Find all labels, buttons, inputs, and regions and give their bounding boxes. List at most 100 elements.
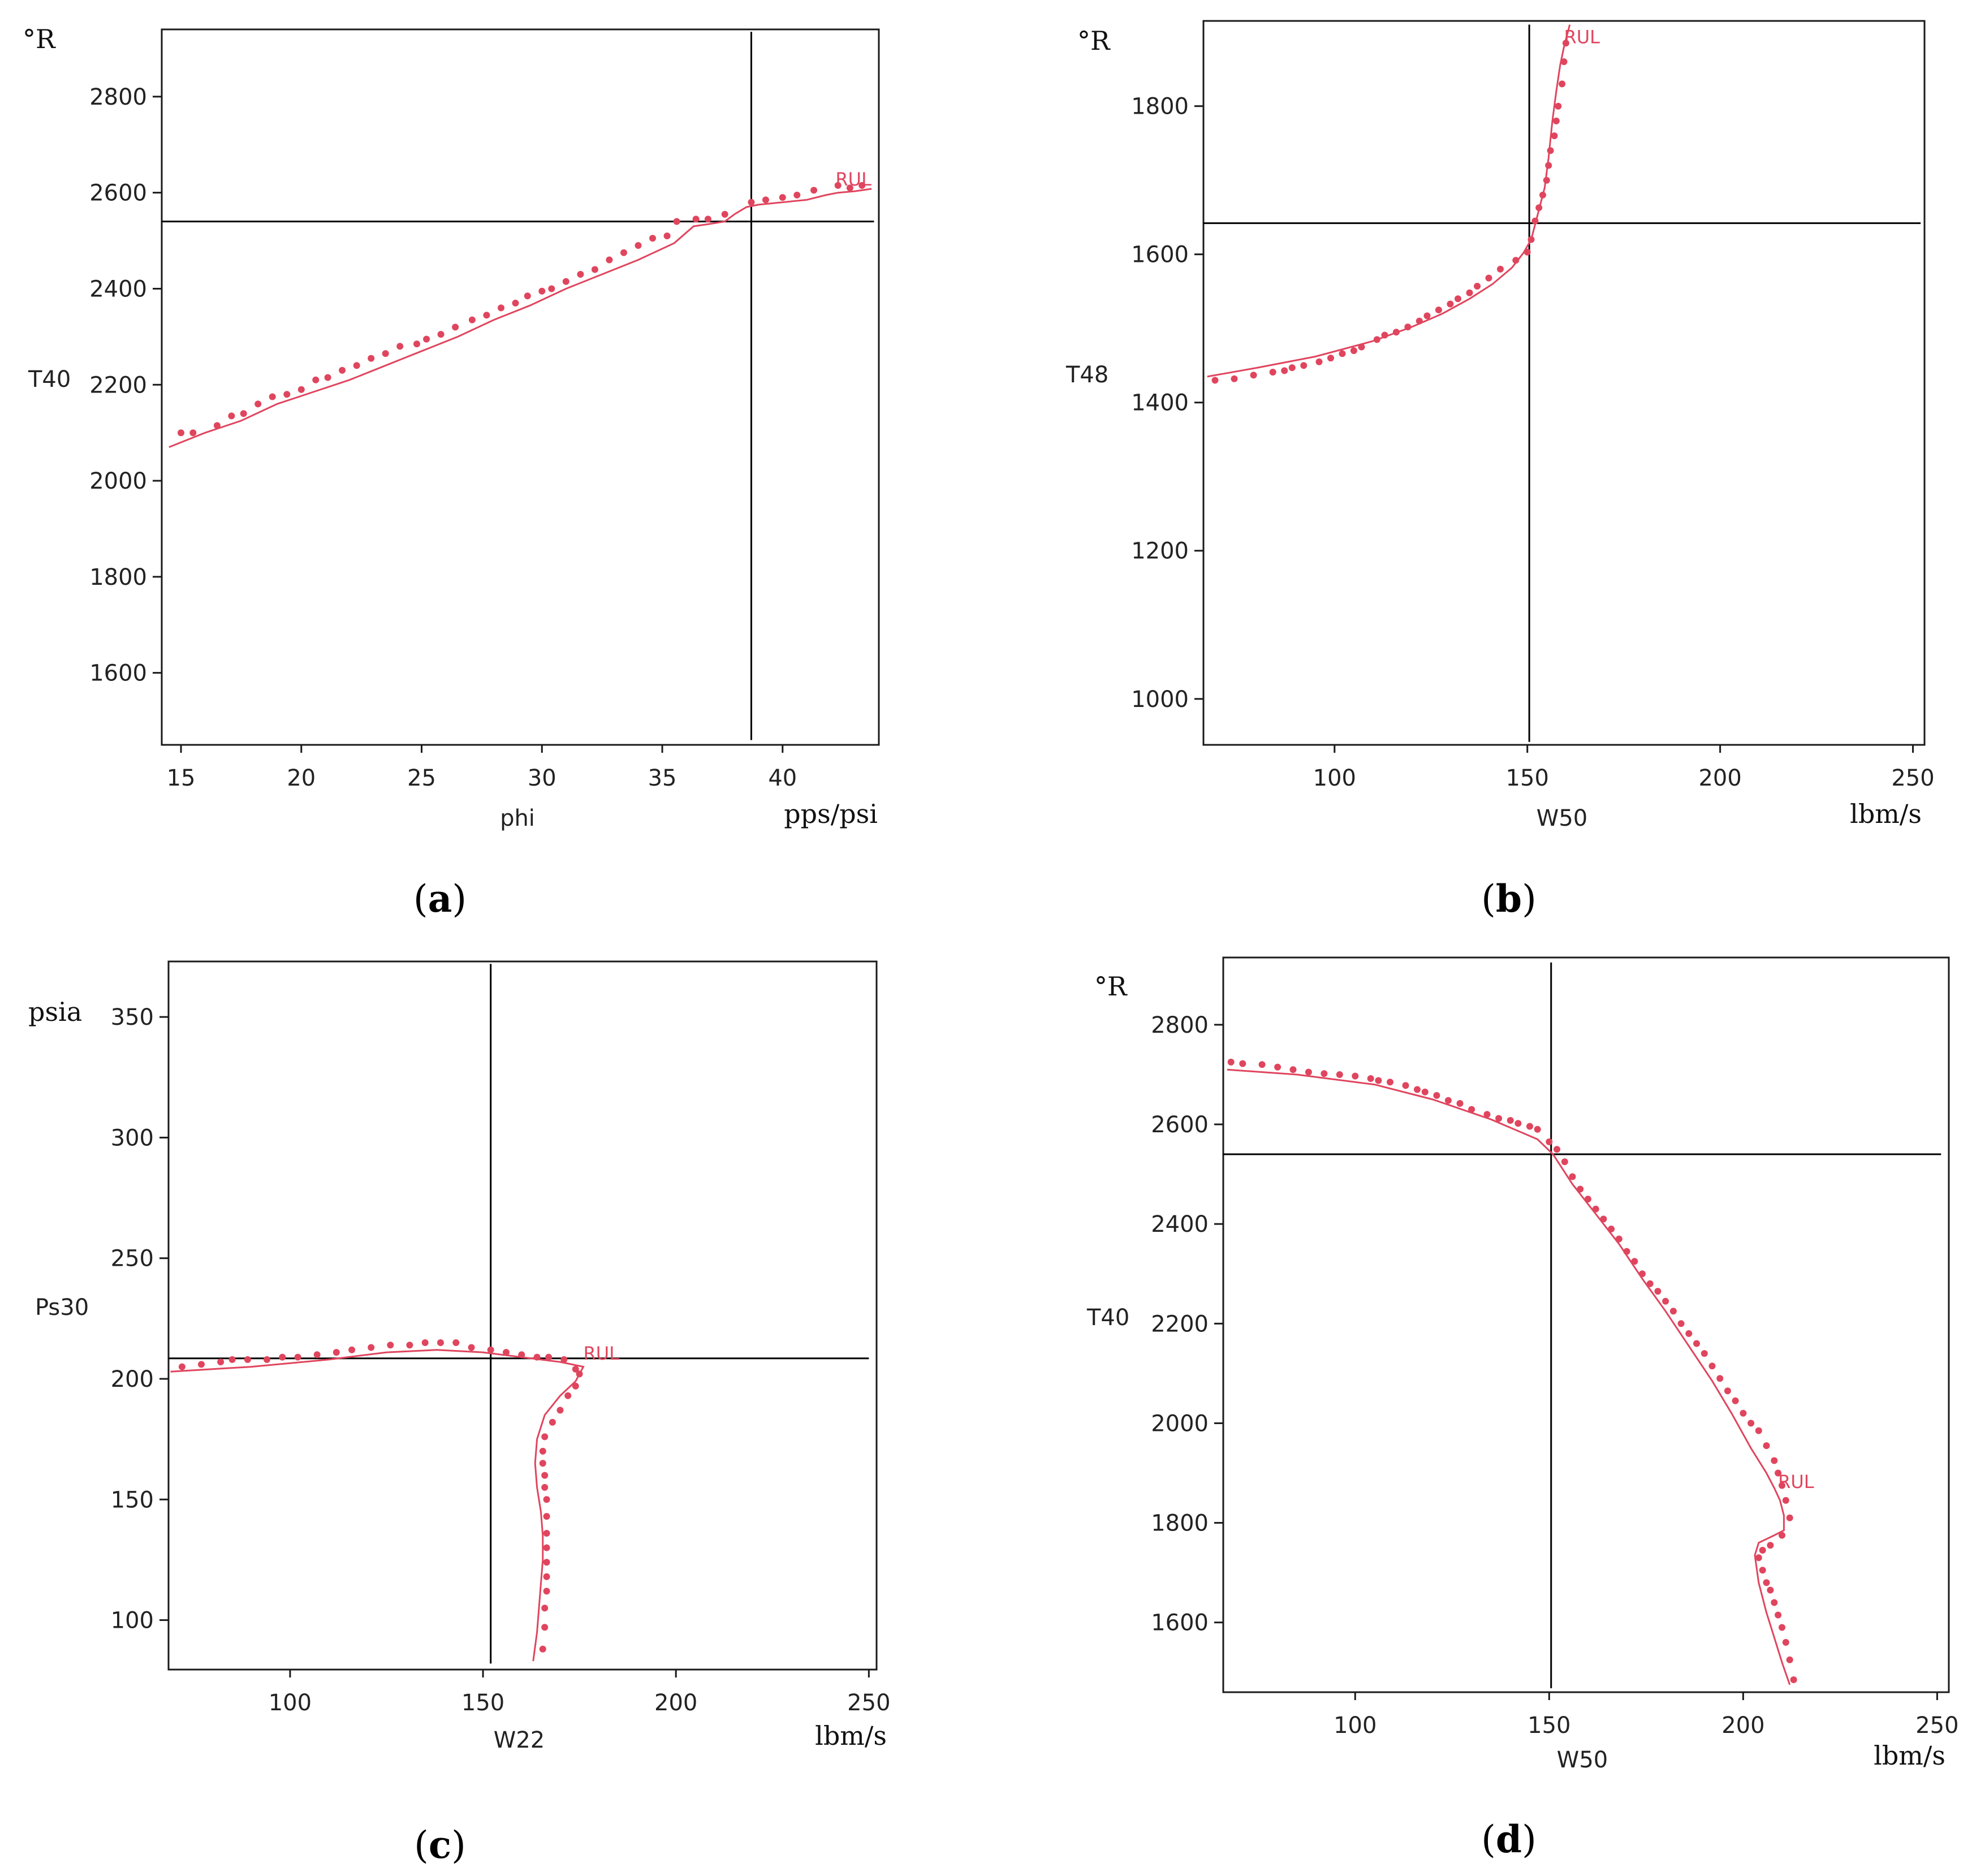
data-point: [1231, 375, 1238, 382]
data-point: [1654, 1288, 1662, 1295]
data-point: [858, 182, 866, 189]
data-point: [1447, 300, 1454, 308]
x-tick-label: 150: [1527, 1713, 1570, 1739]
x-tick-label: 40: [768, 765, 797, 791]
y-axis-label: Ps30: [35, 1295, 89, 1321]
data-point: [1701, 1350, 1708, 1357]
chart-panel-d: 1600 1800 2000 2200 2400 2600 2800 100 150 200 250…: [1086, 956, 1959, 1773]
caption-close: ): [1522, 1818, 1537, 1861]
data-point: [1526, 1123, 1533, 1130]
caption-b: (b): [1481, 877, 1537, 921]
data-point: [541, 1472, 549, 1479]
data-point: [1367, 1075, 1374, 1082]
data-point: [1615, 1235, 1623, 1243]
x-axis-unit: lbm/s: [1850, 799, 1922, 829]
y-tick-label: 2600: [89, 180, 147, 206]
data-point: [189, 429, 197, 437]
data-point: [560, 1356, 568, 1363]
plot-frame: [1202, 20, 1926, 746]
data-point: [1211, 377, 1219, 384]
data-point: [1779, 1624, 1785, 1631]
data-point: [1546, 1138, 1553, 1145]
data-point: [1775, 1469, 1782, 1477]
data-point: [1444, 1097, 1452, 1104]
x-tick-label: 100: [1313, 765, 1356, 791]
data-point: [1608, 1226, 1615, 1232]
data-point: [387, 1342, 394, 1349]
data-point: [543, 1573, 550, 1580]
data-point: [1416, 317, 1423, 325]
data-point: [1404, 324, 1412, 331]
data-point: [779, 194, 786, 201]
chart-panel-a: 1600 1800 2000 2200 2400 2600 2800 15 20 25 30 35 40…: [23, 24, 880, 831]
data-point: [1269, 369, 1276, 376]
data-point: [539, 1460, 546, 1467]
data-point: [1258, 1061, 1266, 1068]
chart-panel-c: 100 150 200 250 300 350 100 150 200 250 Ps30 psia W2…: [28, 960, 891, 1753]
y-axis-unit: °R: [1077, 25, 1111, 56]
data-point: [1662, 1297, 1669, 1305]
data-point: [1552, 117, 1560, 124]
y-tick-label: 1000: [1131, 687, 1189, 713]
data-point: [1555, 102, 1562, 110]
caption-letter: c: [428, 1823, 452, 1867]
x-tick-label: 20: [287, 765, 316, 791]
data-point: [1786, 1656, 1793, 1663]
data-point: [1535, 204, 1543, 212]
data-point: [312, 376, 320, 383]
data-point: [1755, 1427, 1762, 1434]
data-point: [1759, 1547, 1766, 1554]
data-point: [1554, 1146, 1560, 1153]
data-point: [1539, 191, 1546, 199]
y-axis-unit: psia: [28, 997, 82, 1027]
data-point: [1483, 1111, 1491, 1118]
data-point: [254, 400, 262, 408]
data-point: [1782, 1497, 1789, 1504]
data-point: [538, 287, 546, 295]
data-point: [1545, 162, 1552, 169]
data-point: [1339, 350, 1346, 357]
data-point: [1551, 132, 1558, 140]
caption-a: (a): [413, 877, 467, 921]
data-point: [1435, 307, 1442, 313]
data-point: [368, 355, 375, 362]
y-tick-label: 2400: [89, 276, 147, 302]
data-point: [178, 429, 184, 437]
x-tick-label: 35: [648, 765, 677, 791]
data-point: [1300, 362, 1308, 369]
y-tick-label: 1200: [1131, 538, 1189, 564]
data-point: [406, 1342, 413, 1349]
data-point: [1524, 248, 1531, 256]
data-point: [533, 1353, 541, 1361]
data-point: [217, 1359, 225, 1366]
y-tick-label: 1600: [89, 661, 147, 687]
y-tick-label: 2200: [89, 372, 147, 398]
data-point: [748, 199, 755, 206]
x-axis-label: phi: [500, 805, 535, 831]
data-point: [1639, 1270, 1646, 1278]
data-point: [1767, 1542, 1774, 1549]
y-tick-label: 1600: [1151, 1610, 1209, 1636]
data-point: [518, 1351, 525, 1359]
x-axis-unit: pps/psi: [784, 799, 878, 829]
data-point: [541, 1433, 549, 1441]
data-point: [1790, 1676, 1797, 1683]
data-point: [452, 1339, 460, 1346]
x-axis-label: W22: [494, 1727, 545, 1753]
chart-panel-b: 1000 1200 1400 1600 1800 100 150 200 250 T48 °R W50…: [1065, 20, 1935, 831]
y-tick-label: 1400: [1131, 390, 1189, 416]
data-point: [382, 350, 389, 357]
data-point: [543, 1496, 550, 1503]
data-point: [543, 1588, 550, 1595]
data-point: [468, 1344, 475, 1351]
y-axis-unit: °R: [1094, 971, 1128, 1002]
y-tick-label: 350: [111, 1004, 154, 1030]
data-point: [1387, 1079, 1393, 1086]
data-point: [228, 412, 235, 420]
data-point: [543, 1513, 550, 1520]
data-point: [368, 1344, 375, 1351]
y-tick-label: 2800: [1151, 1012, 1209, 1038]
data-point: [1250, 372, 1257, 379]
x-tick-label: 200: [1698, 765, 1741, 791]
y-tick-label: 2600: [1151, 1112, 1209, 1138]
